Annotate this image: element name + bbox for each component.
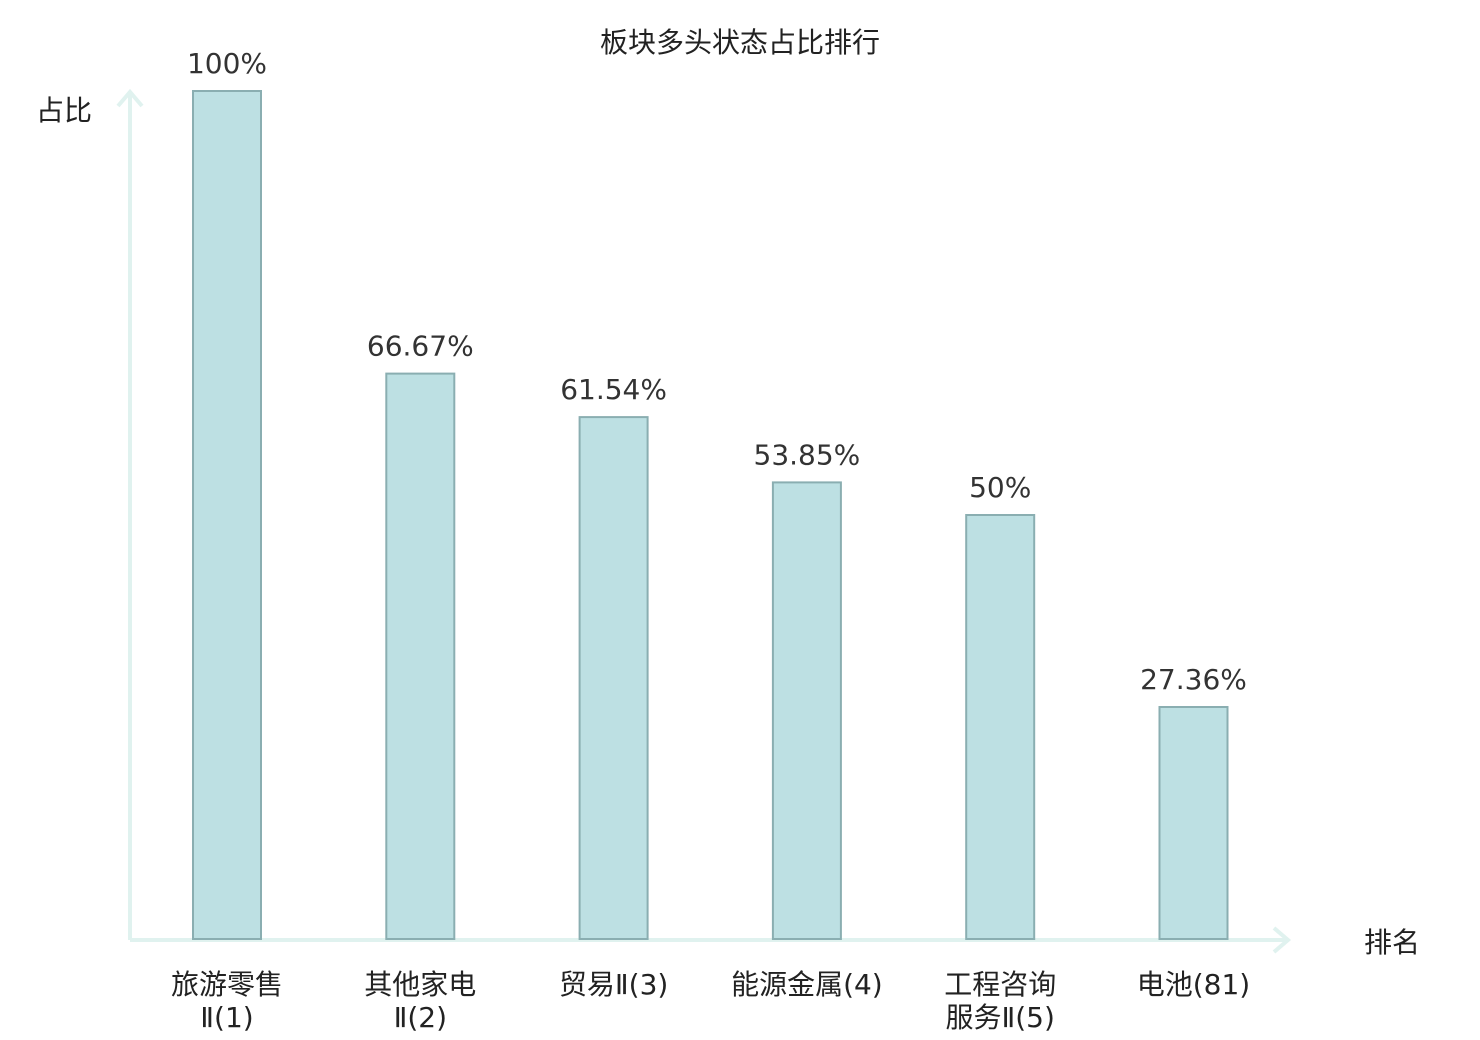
bar-3	[578, 416, 649, 941]
bar-1	[192, 90, 262, 940]
bar-value-label-2: 66.67%	[367, 330, 474, 363]
bar-group: 100% 旅游零售 Ⅱ(1) 66.67% 其他家电 Ⅱ(2) 61.54% 贸易Ⅱ(3) 53…	[171, 47, 1250, 1034]
category-label-line: 能源金属(4)	[731, 968, 883, 1001]
category-label-line: 电池(81)	[1137, 968, 1250, 1001]
category-label-line: 工程咨询	[944, 968, 1056, 1001]
bar-2	[385, 372, 456, 941]
bar-value-label-5: 50%	[969, 471, 1031, 504]
category-label-4: 能源金属(4)	[731, 968, 883, 1001]
category-label-2: 其他家电 Ⅱ(2)	[364, 968, 476, 1034]
x-axis-arrow-icon	[1272, 926, 1292, 954]
category-label-line: Ⅱ(2)	[394, 1001, 447, 1034]
category-label-line: 服务Ⅱ(5)	[945, 1001, 1054, 1034]
bar-5	[965, 514, 1036, 940]
category-label-line: 贸易Ⅱ(3)	[559, 968, 668, 1001]
bar-value-label-3: 61.54%	[560, 373, 667, 406]
y-axis-arrow-icon	[116, 88, 144, 108]
chart-title: 板块多头状态占比排行	[600, 26, 880, 59]
category-label-line: Ⅱ(1)	[200, 1001, 253, 1034]
bar-6	[1158, 706, 1229, 940]
category-label-5: 工程咨询服务Ⅱ(5)	[944, 968, 1056, 1034]
x-axis-label: 排名	[1364, 926, 1420, 959]
bar-value-label-1: 100%	[187, 47, 267, 80]
category-label-6: 电池(81)	[1137, 968, 1250, 1001]
bar-value-label-4: 53.85%	[754, 438, 861, 471]
category-label-3: 贸易Ⅱ(3)	[559, 968, 668, 1001]
bar-4	[771, 481, 842, 940]
category-label-1: 旅游零售 Ⅱ(1)	[171, 968, 283, 1034]
bar-value-label-6: 27.36%	[1140, 663, 1247, 696]
category-label-line: 其他家电	[364, 968, 476, 1001]
y-axis-label: 占比	[36, 94, 92, 127]
category-label-line: 旅游零售	[171, 968, 283, 1001]
